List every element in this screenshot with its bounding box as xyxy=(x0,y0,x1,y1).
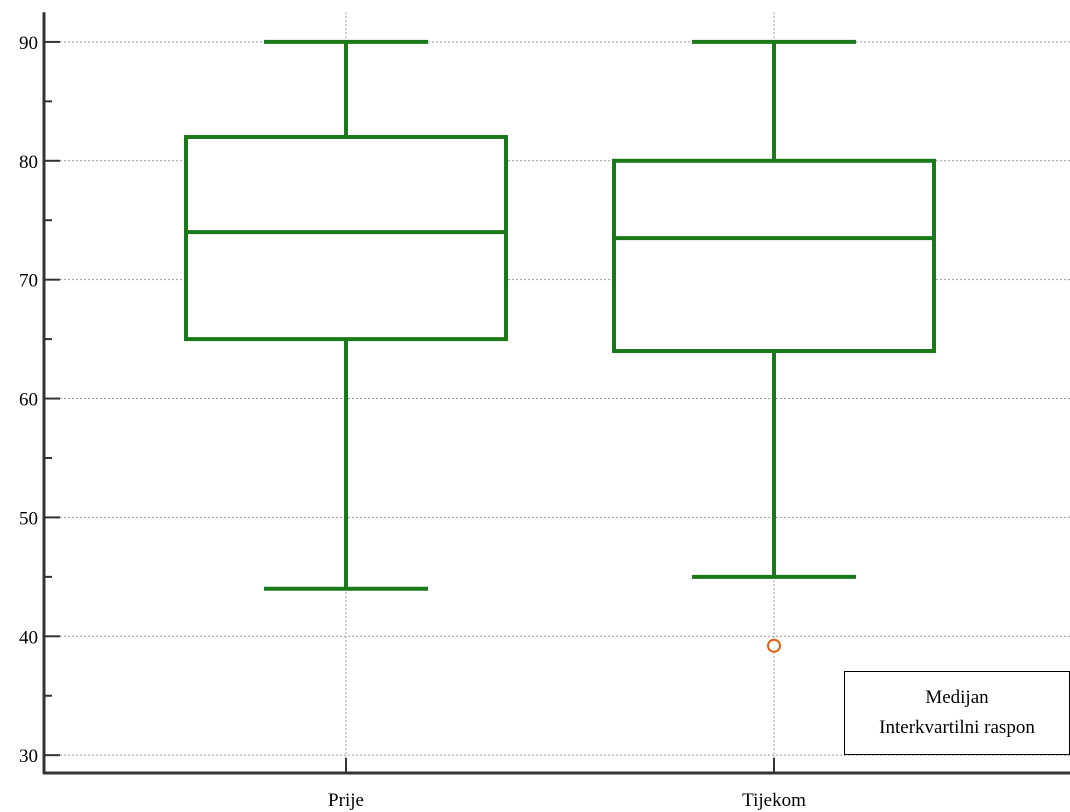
y-tick-label-40: 40 xyxy=(19,627,38,648)
legend: Medijan Interkvartilni raspon xyxy=(844,671,1070,755)
outlier-point-0 xyxy=(767,638,781,653)
iqr-box xyxy=(184,135,508,342)
x-category-label-Tijekom: Tijekom xyxy=(742,790,806,811)
y-tick-label-60: 60 xyxy=(19,390,38,411)
y-tick-label-70: 70 xyxy=(19,271,38,292)
x-category-label-Prije: Prije xyxy=(328,790,364,811)
box-Tijekom xyxy=(612,39,936,653)
y-tick-label-90: 90 xyxy=(19,33,38,54)
box-Prije xyxy=(184,39,508,591)
legend-entry-iqr: Interkvartilni raspon xyxy=(879,717,1035,738)
y-tick-label-80: 80 xyxy=(19,152,38,173)
legend-entry-median: Medijan xyxy=(925,687,989,708)
y-tick-label-30: 30 xyxy=(19,746,38,767)
boxes xyxy=(184,39,936,653)
axes: 30 40 50 60 70 80 90 Prije Tijekom xyxy=(19,12,1070,811)
iqr-box xyxy=(612,158,936,353)
gridlines xyxy=(44,12,1070,773)
y-tick-label-50: 50 xyxy=(19,508,38,529)
